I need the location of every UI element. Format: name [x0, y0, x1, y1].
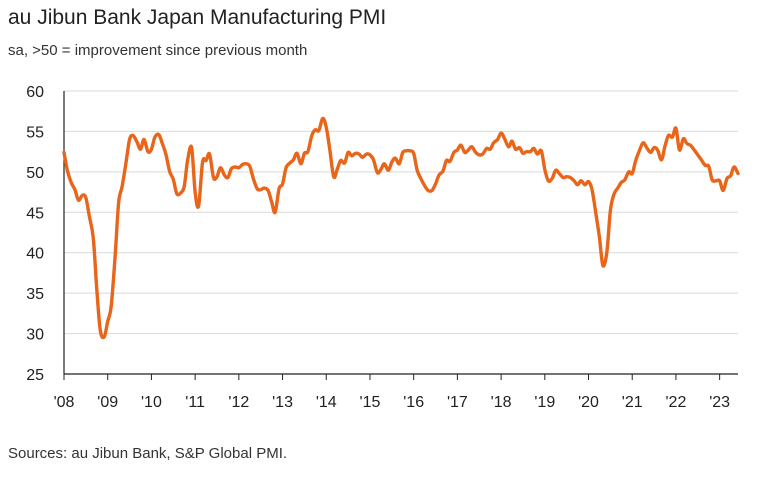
x-axis: '08 '09 '10 '11 '12 '13 '14 '15 '16 '17 '18 '19 '20 '…: [54, 91, 738, 411]
x-tick-label: '18: [491, 394, 512, 411]
x-tick-label: '20: [578, 394, 599, 411]
x-tick-label: '12: [228, 394, 249, 411]
y-tick-label: 25: [26, 367, 44, 384]
x-tick-label: '19: [534, 394, 555, 411]
pmi-series-line: [62, 116, 740, 340]
y-tick-label: 60: [26, 84, 44, 101]
y-tick-label: 30: [26, 327, 44, 344]
x-tick-label: '13: [272, 394, 293, 411]
x-tick-label: '21: [622, 394, 643, 411]
x-tick-label: '11: [185, 394, 205, 411]
x-tick-label: '14: [316, 394, 337, 411]
y-tick-label: 45: [26, 205, 44, 222]
y-tick-label: 55: [26, 124, 44, 141]
x-tick-label: '09: [97, 394, 118, 411]
data-series: [62, 116, 740, 340]
gridlines: [64, 90, 738, 335]
chart-subtitle: sa, >50 = improvement since previous mon…: [8, 42, 308, 59]
x-tick-label: '08: [54, 394, 75, 411]
x-tick-label: '16: [403, 394, 424, 411]
y-tick-label: 50: [26, 165, 44, 182]
y-tick-label: 35: [26, 286, 44, 303]
x-tick-label: '22: [666, 394, 687, 411]
y-tick-labels: 60 55 50 45 40 35 30 25: [26, 84, 44, 384]
chart-source: Sources: au Jibun Bank, S&P Global PMI.: [8, 445, 288, 462]
chart-title: au Jibun Bank Japan Manufacturing PMI: [8, 6, 387, 29]
x-tick-label: '17: [447, 394, 468, 411]
x-tick-label: '15: [360, 394, 381, 411]
y-tick-label: 40: [26, 246, 44, 263]
x-tick-label: '23: [709, 394, 730, 411]
x-tick-label: '10: [141, 394, 162, 411]
